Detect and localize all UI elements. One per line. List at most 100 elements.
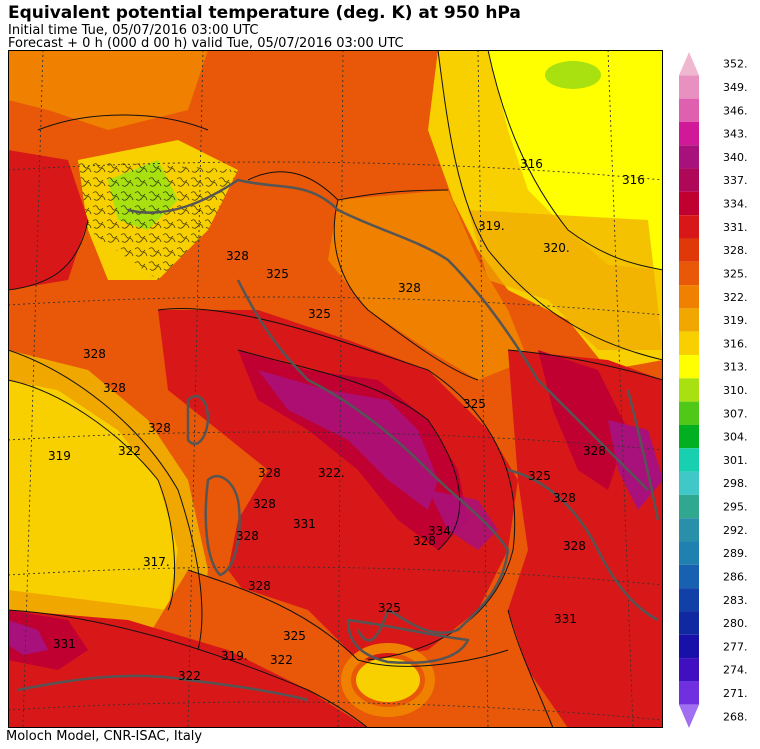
colorbar-swatch [679, 518, 699, 542]
colorbar-label: 268. [723, 710, 748, 723]
yellow-blob-south [356, 658, 420, 702]
contour-label: 331 [293, 517, 316, 531]
region-se-purple [608, 420, 663, 510]
colorbar-label: 352. [723, 58, 748, 71]
region-sw-purple [8, 620, 48, 655]
region-west-yellow [8, 380, 178, 610]
contour-label: 328 [236, 529, 259, 543]
colorbar-label: 340. [723, 151, 748, 164]
colorbar-swatch [679, 588, 699, 612]
colorbar-label: 280. [723, 617, 748, 630]
region-italy-red [158, 310, 518, 660]
colorbar: 352. 349. 346. 343. 340. 337. 334. 331. 328. 325.… [679, 52, 748, 728]
contour-label: 328 [413, 534, 436, 548]
region-south-purple [428, 490, 498, 550]
colorbar-label: 325. [723, 267, 748, 280]
forecast-line: Forecast + 0 h (000 d 00 h) valid Tue, 0… [8, 36, 404, 51]
colorbar-label: 286. [723, 570, 748, 583]
colorbar-label: 277. [723, 640, 748, 653]
colorbar-swatch [679, 261, 699, 286]
contour-label: 328 [583, 444, 606, 458]
colorbar-swatch [679, 681, 699, 705]
colorbar-swatch [679, 145, 699, 169]
orange-ring-south [341, 643, 435, 717]
colorbar-label: 307. [723, 407, 748, 420]
colorbar-swatch [679, 658, 699, 682]
contour-label: 325 [266, 267, 289, 281]
region-se-deep [538, 350, 628, 490]
colorbar-swatch [679, 541, 699, 565]
contours [8, 50, 663, 728]
colorbar-swatch [679, 704, 699, 728]
colorbar-label: 334. [723, 198, 748, 211]
colorbar-label: 319. [723, 314, 748, 327]
contour-label: 322 [270, 653, 293, 667]
contour-label: 319 [48, 449, 71, 463]
contour-label: 316 [622, 173, 645, 187]
contour-label: 317. [143, 555, 170, 569]
graticule [8, 50, 663, 728]
colorbar-label: 292. [723, 524, 748, 537]
contour-label: 320. [543, 241, 570, 255]
contour-label: 322. [318, 466, 345, 480]
contour-label: 316 [520, 157, 543, 171]
region-south-red [8, 610, 368, 728]
initial-time-line: Initial time Tue, 05/07/2016 03:00 UTC [8, 23, 259, 38]
colorbar-swatch [679, 285, 699, 309]
contour-label: 328 [226, 249, 249, 263]
contour-label: 328 [83, 347, 106, 361]
contour-label: 328 [553, 491, 576, 505]
contour-label: 322 [118, 444, 141, 458]
contour-label: 325 [463, 397, 486, 411]
colorbar-label: 298. [723, 477, 748, 490]
contour-label: 328 [248, 579, 271, 593]
colorbar-label: 328. [723, 244, 748, 257]
colorbar-swatch [679, 121, 699, 146]
colorbar-swatch [679, 355, 699, 379]
colorbar-label: 316. [723, 337, 748, 350]
coastlines [17, 178, 660, 702]
colorbar-swatch [679, 424, 699, 449]
colorbar-swatch [679, 238, 699, 262]
region-italy-purple [258, 370, 438, 510]
region-alps-noise [78, 160, 238, 280]
contour-label: 331 [554, 612, 577, 626]
colorbar-swatch [679, 401, 699, 425]
colorbar-swatch [679, 378, 699, 402]
contour-label: 325 [378, 601, 401, 615]
contour-label: 322 [178, 669, 201, 683]
colorbar-swatch [679, 494, 699, 519]
colorbar-swatch [679, 98, 699, 122]
green-patch [545, 61, 601, 89]
region-nw-red [8, 150, 88, 290]
region-nw-orange [8, 50, 208, 130]
colorbar-label: 283. [723, 594, 748, 607]
theta-e-map: 316316319.320.32832532832532832832832232… [8, 50, 663, 728]
contour-label: 328 [258, 466, 281, 480]
contour-label: 328 [398, 281, 421, 295]
colorbar-label: 301. [723, 454, 748, 467]
colorbar-swatch [679, 215, 699, 239]
colorbar-swatch [679, 52, 699, 76]
colorbar-swatch [679, 75, 699, 99]
colorbar-label: 304. [723, 431, 748, 444]
region-sw-deep [8, 610, 88, 670]
contour-label: 328 [148, 421, 171, 435]
colorbar-label: 289. [723, 547, 748, 560]
contour-label: 325 [283, 629, 306, 643]
colorbar-swatch [679, 191, 699, 216]
colorbar-label: 313. [723, 361, 748, 374]
contour-label: 331 [53, 637, 76, 651]
colorbar-swatch [679, 564, 699, 589]
colorbar-swatch [679, 308, 699, 332]
contour-label: 334 [428, 524, 451, 538]
region-ne-cooler [488, 50, 663, 270]
colorbar-swatch [679, 634, 699, 659]
colorbar-label: 295. [723, 501, 748, 514]
colorbar-label: 349. [723, 81, 748, 94]
contour-label: 328 [103, 381, 126, 395]
contour-label: 328 [253, 497, 276, 511]
chart-title: Equivalent potential temperature (deg. K… [8, 3, 521, 23]
map-frame [8, 50, 663, 728]
colorbar-swatch [679, 611, 699, 635]
